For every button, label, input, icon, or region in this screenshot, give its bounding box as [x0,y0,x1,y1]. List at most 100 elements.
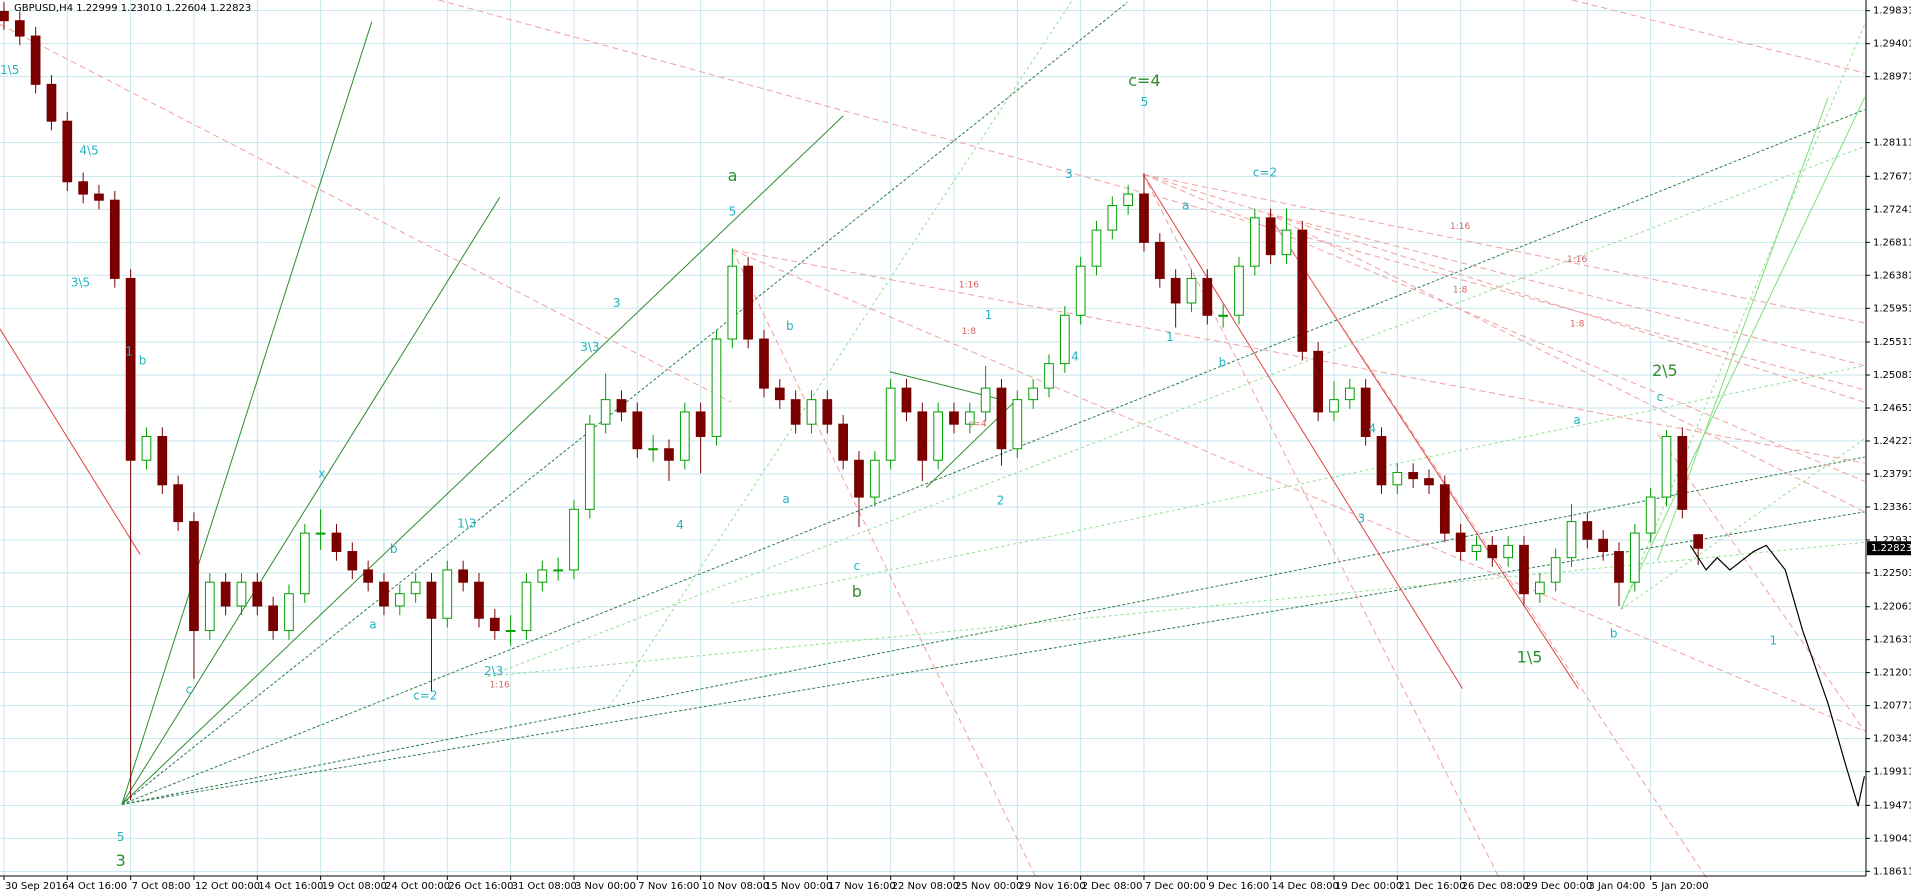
wave-label: 2 [997,493,1005,507]
candle-body [774,387,785,401]
candle-body [1107,205,1118,231]
x-tick-label: 19 Dec 00:00 [1335,881,1402,892]
y-tick-label: 1.26381 [1873,270,1911,281]
wave-label: x [318,467,325,481]
candle-body [600,399,611,425]
y-tick-label: 1.27671 [1873,171,1911,182]
trend-line [121,115,844,805]
y-tick-label: 1.23361 [1873,502,1911,513]
candle-body [268,605,278,632]
candle-body [854,459,864,498]
candle-body [553,569,563,572]
trend-line [1620,24,1866,610]
candle-body [94,193,104,201]
candle-body [1376,435,1387,486]
candle-body [141,435,152,461]
y-tick-label: 1.19041 [1873,833,1911,844]
wave-label: 1 [985,308,993,322]
wave-label: 4 [676,518,684,532]
wave-label: 5 [117,830,125,844]
projection-line [1689,544,1866,807]
trend-line [1657,433,1866,732]
candle-body [189,521,199,632]
candle-body [1344,387,1355,401]
wave-label: c=2 [413,688,437,702]
candle-body [0,11,9,22]
x-tick-label: 3 Jan 04:00 [1588,881,1645,892]
x-tick-label: 10 Nov 08:00 [702,881,769,892]
candle-body [869,459,880,498]
wave-label: 1:8 [962,327,977,337]
trend-line [1620,438,1865,610]
candle-body [1550,557,1561,583]
y-tick-label: 1.22501 [1873,568,1911,579]
candle-body [917,411,928,461]
x-tick-label: 7 Dec 00:00 [1145,881,1206,892]
candle-body [1614,551,1624,583]
candle-body [315,532,326,535]
candle-body [46,83,57,122]
y-tick-label: 1.23791 [1873,469,1911,480]
candle-body [410,581,421,595]
wave-label: c [1657,390,1664,404]
trend-line [1142,174,1463,689]
x-tick-label: 30 Sep 2016 [5,881,68,892]
trend-line [438,0,1865,391]
trend-line [731,365,1865,604]
y-tick-label: 1.28111 [1873,138,1911,149]
candle-body [727,265,738,340]
candle-body [157,435,168,486]
y-tick-label: 1.19471 [1873,800,1911,811]
candle-body [1281,229,1292,256]
trend-line [121,109,1865,805]
axes: 1.29831 1.29401 1.28971 1.28111 1.27671 1.272… [3,6,1911,892]
x-tick-label: 21 Dec 16:00 [1398,881,1465,892]
trend-line [121,511,1865,805]
chart-header: GBPUSD,H4 1.22999 1.23010 1.22604 1.2282… [14,3,251,14]
candle-body [363,569,373,583]
trend-line [608,0,1073,708]
wave-label: c=4 [1128,71,1160,90]
candle-body [62,120,73,183]
candle-body [1329,399,1339,413]
candle-body [1360,387,1371,437]
x-tick-label: 9 Dec 16:00 [1208,881,1269,892]
candle-body [521,581,532,632]
candle-body [822,399,833,425]
candle-body [1503,544,1514,559]
wave-label: 1\3 [457,517,476,531]
y-tick-label: 1.24651 [1873,403,1911,414]
wave-label: b [852,582,862,601]
x-tick-label: 26 Dec 08:00 [1462,881,1529,892]
candle-body [806,399,817,425]
wave-label: 1 [1166,330,1174,344]
candle-body [109,199,120,279]
candle-body [1139,193,1149,243]
wave-label: 2\5 [1652,361,1678,380]
candle-body [838,423,848,461]
wave-label: 1:8 [1570,320,1585,330]
wave-label: b [390,542,398,556]
wave-label: 3 [613,296,621,310]
grid [0,0,1866,876]
candle-body [759,338,769,389]
trend-line [1267,213,1707,878]
wave-label: 4 [1368,422,1376,436]
wave-label: b [139,353,147,367]
candle-body [1677,435,1688,510]
x-tick-label: 17 Nov 16:00 [828,881,895,892]
wave-label: 3 [1065,167,1073,181]
wave-label: a [369,618,376,632]
wave-label: c [853,559,860,573]
x-tick-label: 7 Nov 16:00 [638,881,699,892]
wave-label: c [186,682,193,696]
candle-body [299,532,310,595]
trend-line [0,328,141,555]
y-tick-label: 1.21631 [1873,635,1911,646]
wave-label: a [728,166,738,185]
wave-label: a [782,492,789,506]
candle-body [1629,532,1640,583]
x-tick-label: 25 Nov 00:00 [955,881,1022,892]
candle-body [1392,472,1403,486]
